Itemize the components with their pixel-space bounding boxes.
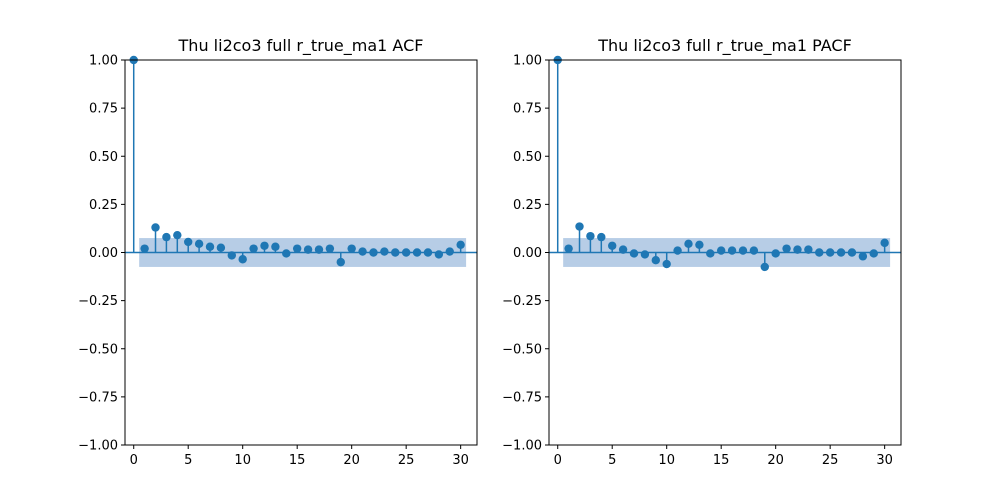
pacf-point — [673, 246, 682, 255]
pacf-y-tick-label: 0.50 — [513, 150, 542, 165]
pacf-point — [880, 238, 889, 248]
pacf-x-tick-label: 0 — [554, 453, 562, 468]
acf-point — [271, 242, 280, 251]
acf-point — [249, 244, 258, 253]
acf-point — [401, 248, 411, 257]
pacf-point — [749, 246, 759, 255]
acf-y-tick-label: −0.75 — [78, 390, 118, 405]
acf-point — [325, 244, 335, 253]
pacf-x-tick-label: 5 — [608, 453, 616, 468]
pacf-point — [825, 248, 835, 257]
pacf-point — [586, 231, 595, 241]
pacf-point — [629, 249, 639, 258]
acf-point — [391, 248, 400, 257]
pacf-point — [858, 252, 868, 261]
acf-y-tick-label: −0.25 — [78, 294, 118, 309]
pacf-point — [706, 249, 715, 258]
pacf-point — [684, 239, 693, 249]
acf-point — [369, 248, 378, 257]
pacf-point — [597, 232, 606, 242]
pacf-x-tick-label: 25 — [822, 453, 839, 468]
pacf-point — [640, 250, 650, 259]
pacf-point — [608, 241, 617, 250]
pacf-point — [651, 256, 660, 265]
pacf-point — [727, 246, 737, 255]
acf-point — [292, 244, 302, 253]
acf-point — [336, 257, 345, 267]
pacf-point — [815, 248, 824, 257]
acf-point — [216, 243, 226, 252]
acf-point — [358, 247, 367, 256]
acf-y-tick-label: 0.25 — [89, 198, 118, 213]
acf-point — [314, 245, 324, 254]
acf-point — [173, 230, 182, 240]
pacf-point — [760, 262, 769, 272]
pacf-point — [782, 244, 791, 253]
acf-y-tick-label: 1.00 — [89, 54, 118, 69]
acf-point — [303, 245, 313, 254]
acf-point — [238, 255, 247, 264]
pacf-y-tick-label: −0.50 — [502, 342, 542, 357]
pacf-y-tick-label: 0.00 — [513, 246, 542, 261]
pacf-point — [738, 246, 748, 255]
pacf-x-tick-label: 15 — [713, 453, 730, 468]
pacf-y-tick-label: −0.75 — [502, 390, 542, 405]
acf-point — [456, 240, 465, 249]
acf-point — [194, 239, 204, 249]
acf-x-tick-label: 30 — [452, 453, 469, 468]
pacf-y-tick-label: 0.25 — [513, 198, 542, 213]
pacf-point — [847, 248, 857, 257]
acf-point — [412, 248, 422, 257]
acf-x-tick-label: 25 — [398, 453, 415, 468]
acf-y-tick-label: 0.00 — [89, 246, 118, 261]
acf-point — [227, 251, 236, 260]
acf-point — [151, 223, 160, 232]
pacf-chart-title: Thu li2co3 full r_true_ma1 PACF — [597, 36, 852, 56]
pacf-point — [618, 245, 628, 254]
pacf-point — [695, 240, 704, 249]
pacf-point — [716, 246, 726, 255]
acf-point — [140, 244, 149, 253]
acf-x-tick-label: 5 — [184, 453, 192, 468]
pacf-x-tick-label: 30 — [876, 453, 893, 468]
pacf-y-tick-label: −1.00 — [502, 439, 542, 454]
acf-chart-title: Thu li2co3 full r_true_ma1 ACF — [178, 36, 424, 56]
pacf-point — [793, 245, 802, 254]
acf-y-tick-label: −1.00 — [78, 439, 118, 454]
acf-x-tick-label: 0 — [130, 453, 138, 468]
acf-y-tick-label: 0.50 — [89, 150, 118, 165]
pacf-point — [771, 249, 780, 258]
acf-point — [205, 242, 215, 251]
acf-y-tick-label: −0.50 — [78, 342, 118, 357]
pacf-y-tick-label: 0.75 — [513, 102, 542, 117]
pacf-point — [836, 248, 846, 257]
acf-point — [162, 232, 171, 242]
acf-point — [260, 241, 269, 250]
acf-point — [380, 247, 389, 256]
acf-point — [445, 247, 454, 256]
pacf-point — [662, 259, 671, 269]
acf-panel: Thu li2co3 full r_true_ma1 ACF 1.00 0.75 0.… — [78, 36, 478, 468]
pacf-point — [869, 249, 878, 258]
pacf-point — [575, 222, 584, 231]
acf-point — [282, 249, 291, 258]
pacf-point — [804, 245, 813, 254]
acf-point — [423, 248, 433, 257]
acf-point — [347, 244, 356, 253]
pacf-y-tick-label: −0.25 — [502, 294, 542, 309]
pacf-x-tick-label: 20 — [767, 453, 784, 468]
pacf-x-tick-label: 10 — [658, 453, 675, 468]
acf-y-tick-label: 0.75 — [89, 102, 118, 117]
pacf-point — [564, 244, 573, 253]
pacf-y-tick-label: 1.00 — [513, 54, 542, 69]
acf-x-tick-label: 15 — [289, 453, 306, 468]
acf-x-tick-label: 10 — [234, 453, 251, 468]
acf-x-tick-label: 20 — [343, 453, 360, 468]
acf-point — [184, 237, 193, 247]
acf-point — [434, 250, 444, 259]
pacf-panel: Thu li2co3 full r_true_ma1 PACF 1.00 0.75 0… — [502, 36, 902, 468]
